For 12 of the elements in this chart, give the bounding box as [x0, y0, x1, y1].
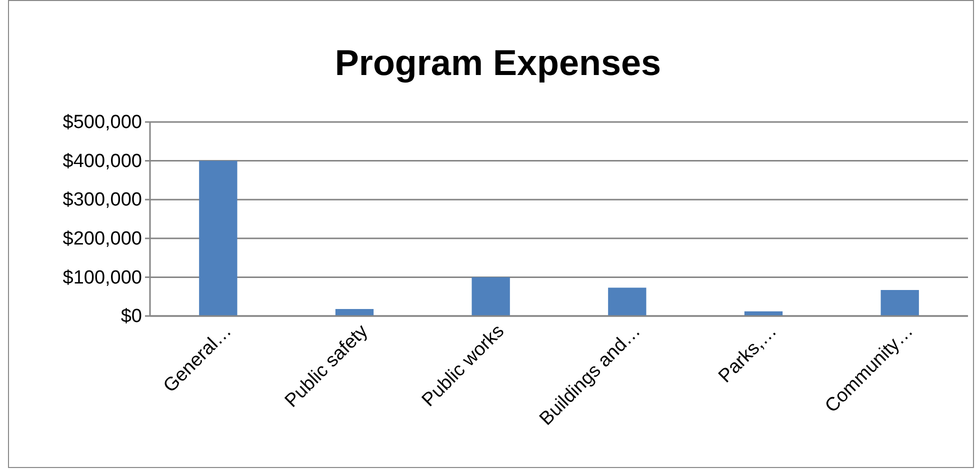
bar — [199, 160, 238, 316]
y-tick-label: $400,000 — [62, 150, 142, 172]
bar — [335, 309, 374, 316]
y-tick-label: $100,000 — [62, 267, 142, 288]
y-tick-label: $200,000 — [62, 228, 142, 250]
y-tick-label: $500,000 — [62, 112, 142, 134]
bar — [880, 290, 919, 316]
bar — [608, 288, 646, 316]
chart-title: Program Expenses — [334, 42, 662, 83]
bar — [472, 277, 510, 316]
y-tick-label: $300,000 — [62, 190, 142, 211]
y-tick-label: $0 — [120, 306, 142, 328]
